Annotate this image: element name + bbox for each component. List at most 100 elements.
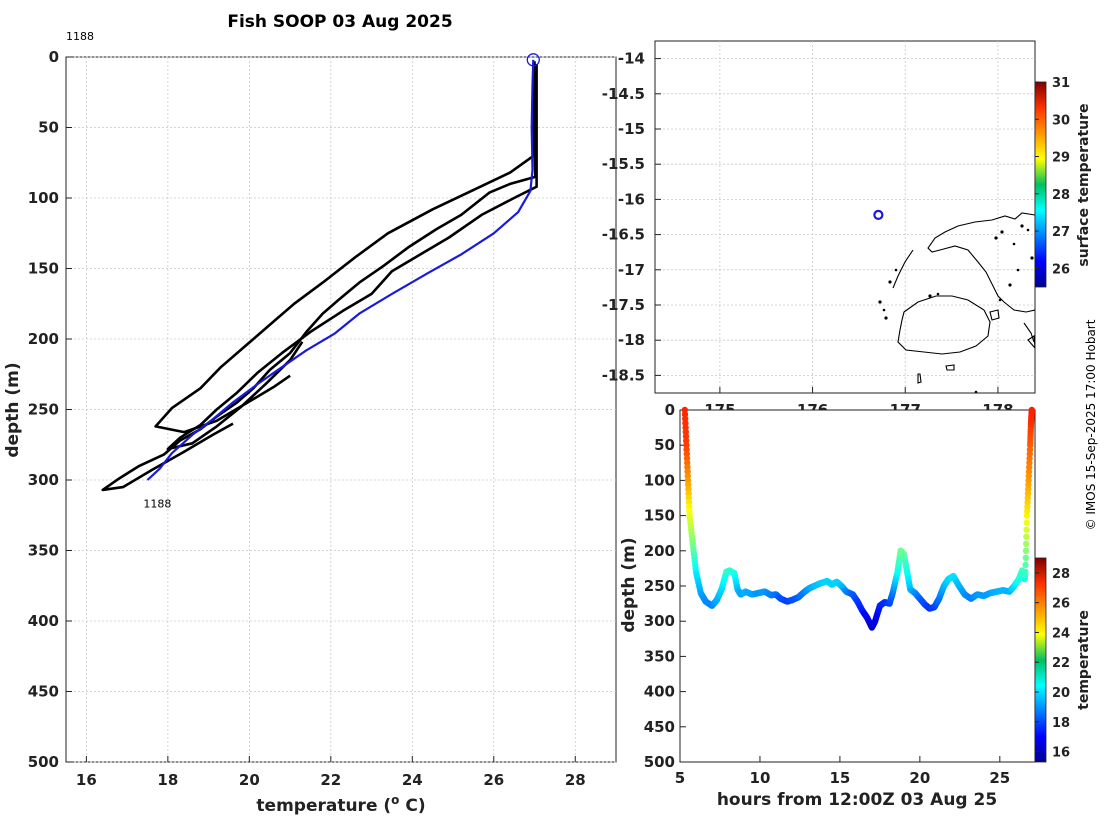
map-ytick-label: -16.5 (602, 226, 645, 244)
section-xtick-label: 20 (909, 769, 930, 787)
coast-islet-3 (989, 309, 1000, 321)
coast-islet (917, 373, 922, 384)
profile-ytick-label: 50 (38, 119, 59, 137)
section-point (1023, 526, 1030, 533)
profile-ytick-label: 300 (28, 471, 59, 489)
profile-xtick-label: 26 (483, 771, 504, 789)
map-ytick-label: -18.5 (602, 366, 645, 384)
coastline (878, 212, 1035, 393)
profile-xlabel: temperature (o C) (256, 793, 425, 816)
map-colorbar-ticks: 26 27 28 29 30 31 (1035, 76, 1070, 277)
profile-grid (66, 56, 616, 763)
section-point (1023, 533, 1030, 540)
map-ytick-label: -16 (618, 190, 645, 208)
section-colorbar (1034, 557, 1047, 763)
map-colorbar-label: surface temperature (1076, 103, 1092, 266)
section-colorbar-tick-label: 24 (1052, 626, 1070, 641)
figure-title: Fish SOOP 03 Aug 2025 (227, 12, 452, 32)
section-panel: 5 10 15 20 25050100150200250300350400450500 … (619, 401, 1092, 810)
profile-xtick-label: 20 (239, 771, 260, 789)
map-colorbar-tick-label: 28 (1052, 188, 1070, 203)
section-point (1023, 519, 1030, 526)
section-point (1022, 554, 1029, 561)
map-colorbar-tick-label: 26 (1052, 262, 1070, 277)
section-colorbar-tick-label: 16 (1052, 746, 1070, 761)
profile-surface-marker (526, 53, 540, 67)
section-point (1022, 568, 1029, 576)
profile-series-line (146, 59, 535, 481)
section-colorbar-tick-label: 18 (1052, 716, 1070, 731)
section-ytick-label: 200 (644, 542, 675, 560)
map-ytick-label: -17.5 (602, 296, 645, 314)
section-ytick-label: 50 (654, 436, 675, 454)
section-xtick-label: 10 (750, 769, 771, 787)
coast-dots (878, 224, 1034, 393)
section-ytick-label: 250 (644, 577, 675, 595)
profile-ticks: 16 18 20 22 24 26 28 0 50 100 150 200 250 300 350 400 45… (28, 48, 586, 789)
map-grid (655, 41, 1035, 393)
section-point (1022, 540, 1030, 547)
profile-series-line (101, 61, 537, 492)
map-ytick-label: -15 (618, 120, 645, 138)
profile-ytick-label: 0 (49, 48, 59, 66)
coast-islet-2 (945, 364, 955, 371)
coast-islet-4 (1027, 335, 1035, 349)
profile-series-line (166, 64, 538, 451)
map-ytick-label: -14.5 (602, 85, 645, 103)
profile-xtick-label: 18 (157, 771, 178, 789)
section-ytick-label: 400 (644, 683, 675, 701)
annotation-bottom: 1188 (143, 498, 171, 511)
section-point (1022, 561, 1029, 569)
section-ytick-label: 100 (644, 471, 675, 489)
map-ytick-label: -17 (618, 261, 645, 279)
map-ytick-label: -15.5 (602, 155, 645, 173)
map-ytick-label: -18 (618, 331, 645, 349)
coast-viti-levu (897, 295, 991, 355)
section-xtick-label: 5 (675, 769, 685, 787)
profile-ylabel: depth (m) (3, 362, 23, 457)
map-location-marker (873, 209, 884, 220)
section-colorbar-label: temperature (1076, 610, 1092, 710)
section-ytick-label: 450 (644, 718, 675, 736)
map-colorbar-tick-label: 31 (1052, 76, 1070, 91)
section-point (1028, 406, 1036, 414)
section-ylabel: depth (m) (619, 537, 639, 632)
section-ytick-label: 500 (644, 753, 675, 771)
coast-taveuni (1023, 322, 1035, 343)
section-ytick-label: 350 (644, 647, 675, 665)
profile-series (101, 59, 538, 492)
section-ytick-label: 150 (644, 507, 675, 525)
map-colorbar-tick-label: 29 (1052, 151, 1070, 166)
section-colorbar-ticks: 16 18 20 22 24 26 28 (1035, 567, 1070, 761)
section-colorbar-tick-label: 28 (1052, 567, 1070, 582)
profile-ytick-label: 400 (28, 612, 59, 630)
section-xtick-label: 25 (989, 769, 1010, 787)
profile-ytick-label: 250 (28, 401, 59, 419)
map-ytick-label: -14 (618, 50, 645, 68)
map-panel: 175176177178-14-14.5-15-15.5-16-16.5-17-… (602, 40, 1092, 419)
profile-xtick-label: 24 (402, 771, 423, 789)
profile-ytick-label: 150 (28, 260, 59, 278)
section-axes-box (679, 409, 1036, 763)
profile-ytick-label: 100 (28, 189, 59, 207)
coast-vanua-levu (927, 212, 1035, 313)
section-xlabel: hours from 12:00Z 03 Aug 25 (717, 790, 997, 810)
profile-ytick-label: 500 (28, 753, 59, 771)
section-colorbar-tick-label: 20 (1052, 686, 1070, 701)
section-colorbar-tick-label: 26 (1052, 597, 1070, 612)
section-xtick-label: 15 (829, 769, 850, 787)
credit-text: © IMOS 15-Sep-2025 17:00 Hobart (1084, 319, 1098, 530)
section-ytick-label: 300 (644, 612, 675, 630)
profile-series-line (154, 62, 536, 434)
profile-xtick-label: 16 (76, 771, 97, 789)
profile-axes-box (65, 56, 617, 763)
profile-xtick-label: 22 (320, 771, 341, 789)
map-colorbar (1034, 81, 1047, 288)
coast-yasawa (892, 249, 914, 289)
section-colorbar-tick-label: 22 (1052, 656, 1070, 671)
profile-panel: 16 18 20 22 24 26 28 0 50 100 150 200 250 300 350 400 45… (3, 30, 617, 816)
profile-xtick-label: 28 (565, 771, 586, 789)
profile-ytick-label: 350 (28, 542, 59, 560)
